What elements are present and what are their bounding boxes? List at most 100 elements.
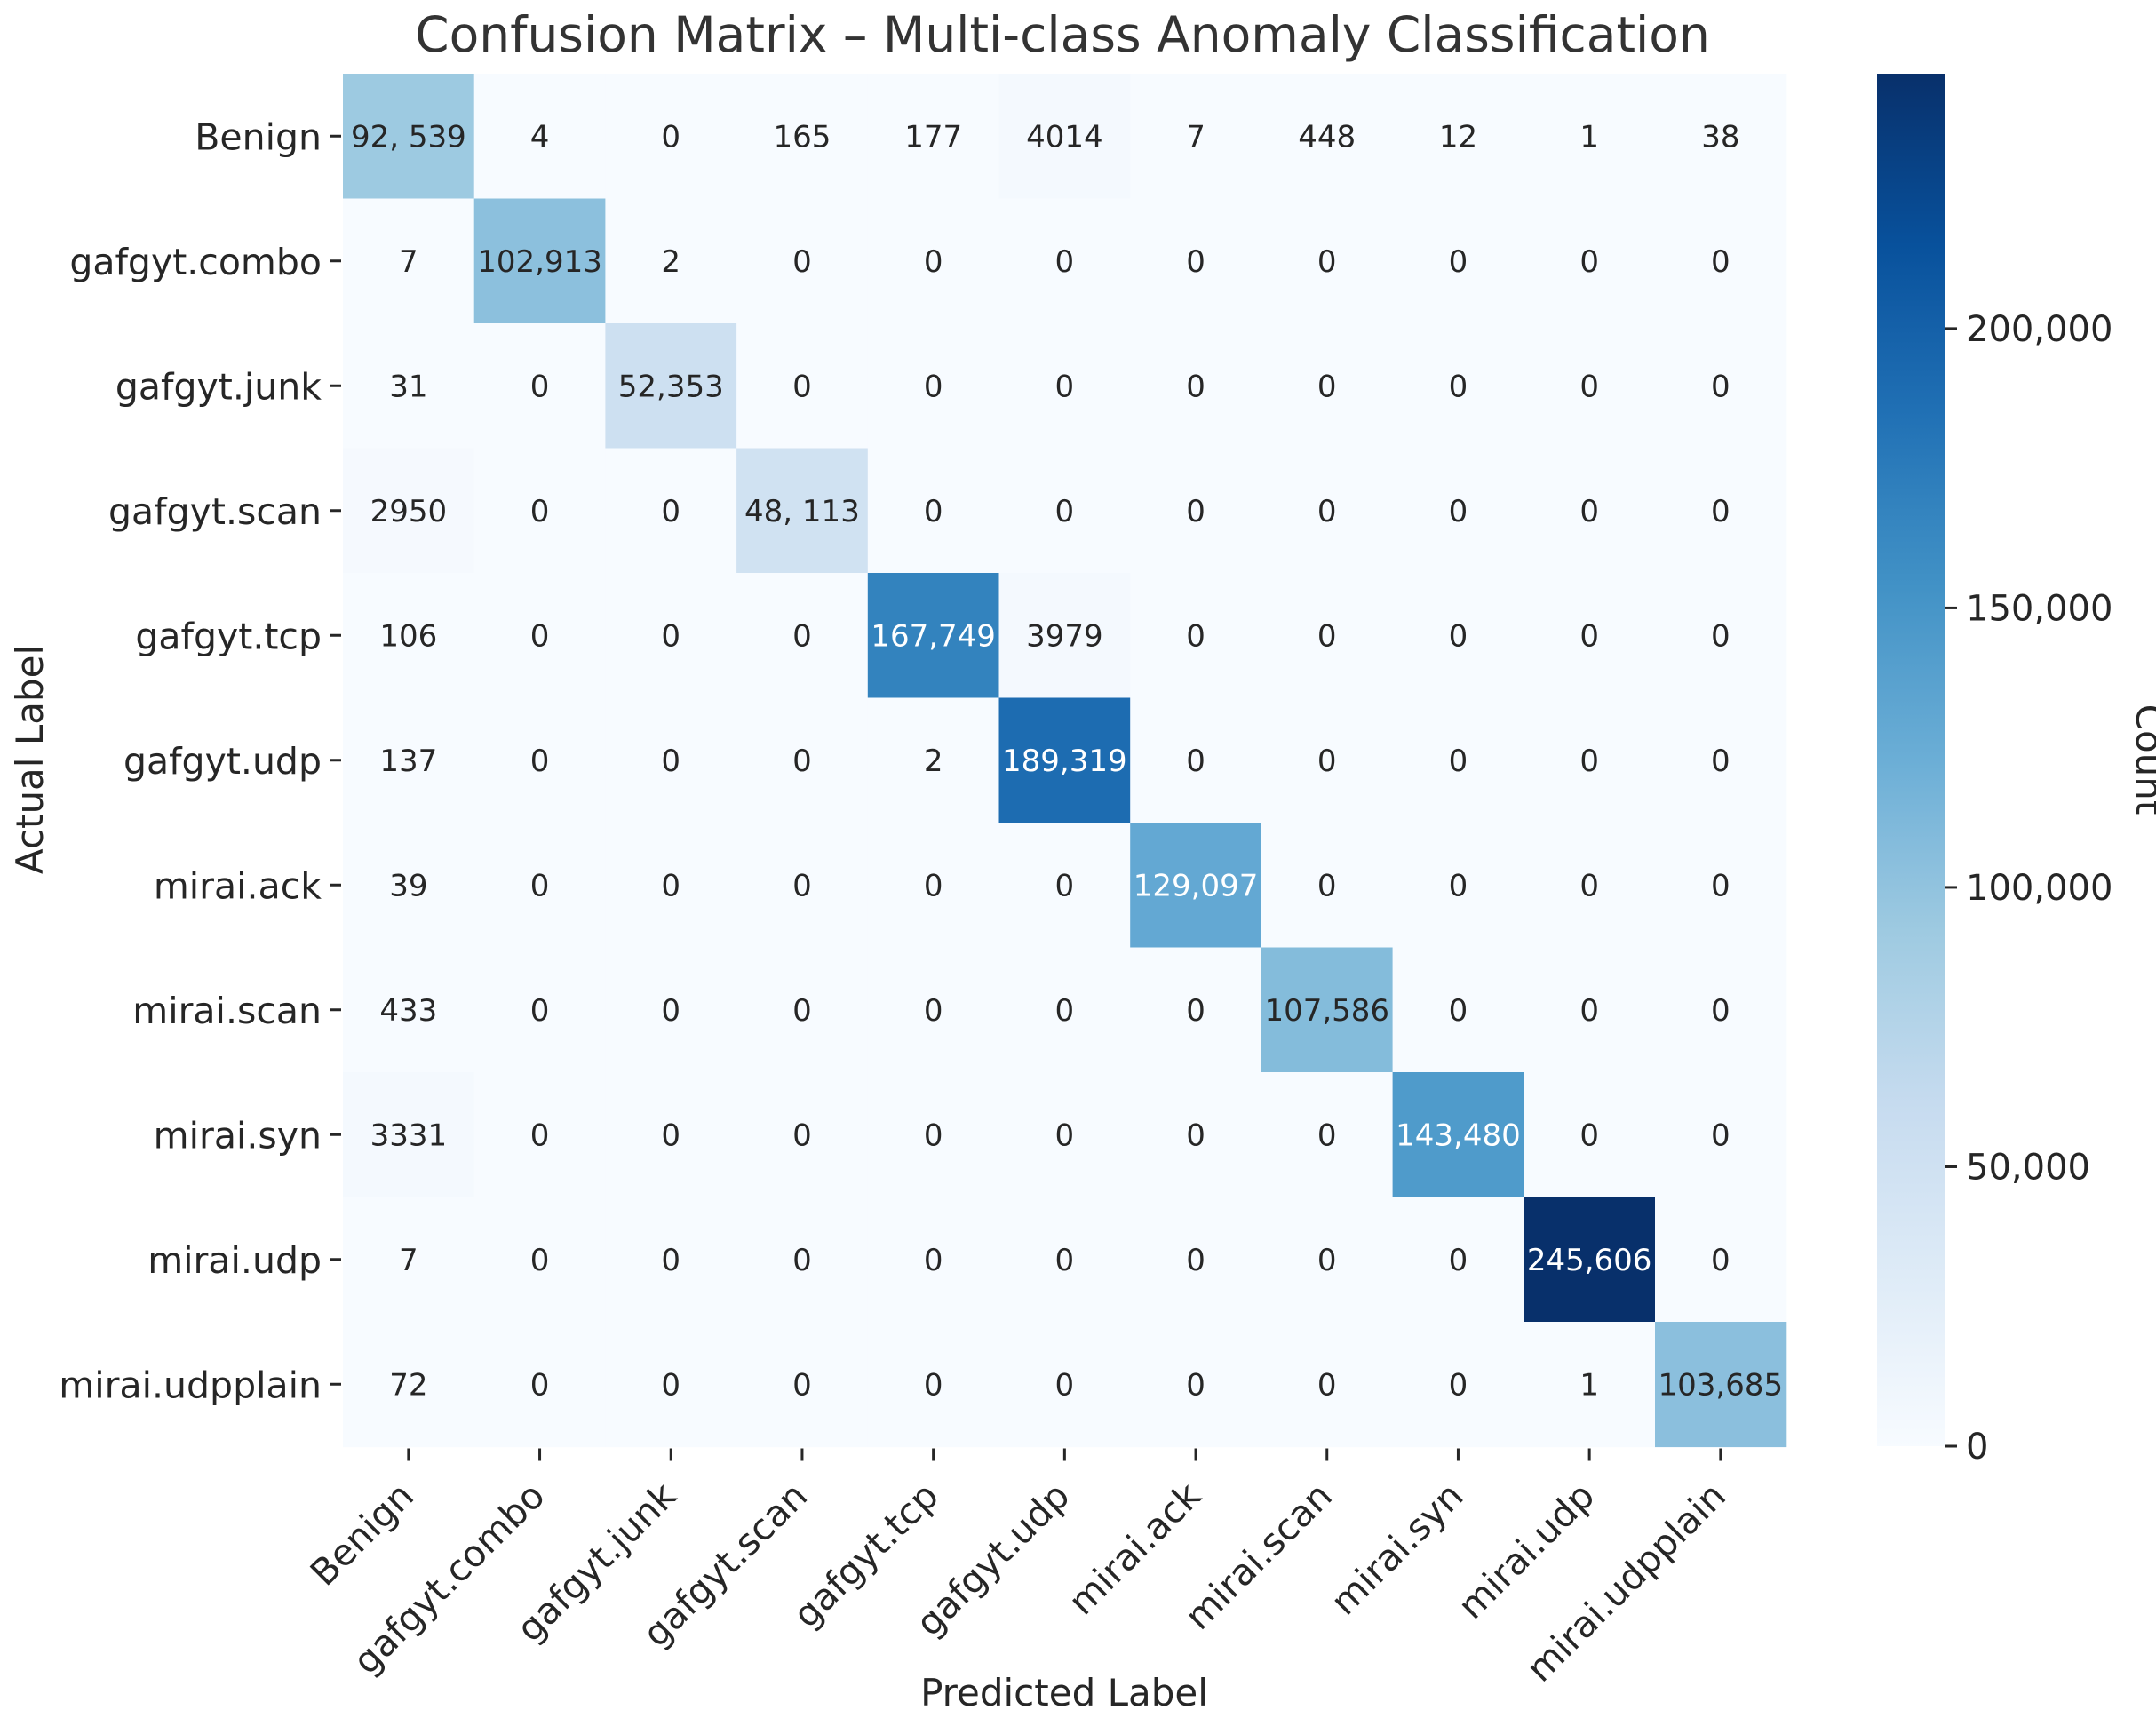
heatmap-cell bbox=[1524, 323, 1656, 449]
cell-value-label: 0 bbox=[1055, 1367, 1075, 1403]
heatmap-cell bbox=[1524, 1072, 1656, 1198]
y-tick-label: mirai.udp bbox=[147, 1239, 322, 1282]
heatmap-cell bbox=[343, 448, 475, 574]
heatmap-cell bbox=[1655, 1197, 1787, 1323]
heatmap-cell bbox=[473, 1322, 606, 1448]
cell-value-label: 3331 bbox=[370, 1118, 448, 1153]
heatmap-cell bbox=[605, 823, 737, 949]
heatmap-cell bbox=[605, 74, 737, 200]
heatmap-cell bbox=[867, 947, 1000, 1073]
cell-value-label: 0 bbox=[924, 868, 943, 903]
heatmap-cell bbox=[1130, 573, 1262, 699]
heatmap-cell bbox=[1261, 573, 1394, 699]
heatmap-cell bbox=[1392, 823, 1524, 949]
colorbar bbox=[1877, 74, 1945, 1446]
heatmap-cell bbox=[343, 323, 475, 449]
y-tick-label: mirai.ack bbox=[154, 864, 322, 907]
cell-value-label: 245,606 bbox=[1527, 1243, 1652, 1278]
heatmap-cell bbox=[473, 323, 606, 449]
heatmap-cell bbox=[998, 198, 1131, 324]
cell-value-label: 0 bbox=[661, 1243, 680, 1278]
cell-value-label: 137 bbox=[379, 744, 437, 779]
cell-value-label: 0 bbox=[1055, 494, 1075, 529]
y-tick-label: gafgyt.scan bbox=[108, 490, 322, 533]
heatmap-cell bbox=[1130, 448, 1262, 574]
colorbar-tick-label: 50,000 bbox=[1966, 1147, 2090, 1188]
cell-value-label: 0 bbox=[530, 744, 550, 779]
cell-value-label: 0 bbox=[1449, 868, 1468, 903]
heatmap-cell bbox=[736, 1322, 869, 1448]
heatmap-cell bbox=[1524, 74, 1656, 200]
heatmap-cell bbox=[343, 1072, 475, 1198]
heatmap-cell bbox=[1392, 947, 1524, 1073]
cell-value-label: 0 bbox=[1186, 618, 1205, 654]
cell-value-label: 0 bbox=[661, 1118, 680, 1153]
heatmap-cell bbox=[1524, 697, 1656, 823]
heatmap-cell bbox=[998, 823, 1131, 949]
heatmap-cell bbox=[343, 947, 475, 1073]
y-tick-label: mirai.udpplain bbox=[59, 1364, 322, 1406]
cell-value-label: 2 bbox=[924, 744, 943, 779]
cell-value-label: 0 bbox=[661, 993, 680, 1029]
y-tick-label: gafgyt.tcp bbox=[135, 615, 322, 657]
heatmap-cell bbox=[1261, 1072, 1394, 1198]
colorbar-tick-label: 100,000 bbox=[1966, 868, 2112, 909]
cell-value-label: 0 bbox=[1055, 369, 1075, 404]
cell-value-label: 0 bbox=[924, 1367, 943, 1403]
cell-value-label: 0 bbox=[1317, 868, 1337, 903]
heatmap-cell bbox=[736, 198, 869, 324]
cell-value-label: 0 bbox=[1711, 993, 1730, 1029]
heatmap-cell bbox=[343, 1322, 475, 1448]
cell-value-label: 0 bbox=[1186, 993, 1205, 1029]
cell-value-label: 38 bbox=[1701, 119, 1739, 155]
cell-value-label: 0 bbox=[1317, 618, 1337, 654]
cell-value-label: 0 bbox=[530, 1367, 550, 1403]
cell-value-label: 189,319 bbox=[1002, 744, 1127, 779]
heatmap-cell bbox=[867, 1322, 1000, 1448]
cell-value-label: 31 bbox=[389, 369, 427, 404]
heatmap-cell bbox=[1524, 823, 1656, 949]
heatmap-cell bbox=[867, 74, 1000, 200]
cell-value-label: 143,480 bbox=[1396, 1118, 1521, 1153]
cell-value-label: 0 bbox=[1711, 618, 1730, 654]
cell-value-label: 177 bbox=[904, 119, 962, 155]
heatmap-cell bbox=[1130, 1197, 1262, 1323]
heatmap-cell bbox=[867, 823, 1000, 949]
y-axis-ticks: Benign gafgyt.combo gafgyt.junk gafgyt.scan… bbox=[59, 115, 341, 1406]
cell-value-label: 0 bbox=[1317, 369, 1337, 404]
cell-value-label: 0 bbox=[1449, 494, 1468, 529]
cell-value-label: 0 bbox=[1317, 744, 1337, 779]
cell-value-label: 4 bbox=[530, 119, 550, 155]
heatmap-cell bbox=[605, 323, 737, 449]
heatmap-cell bbox=[998, 573, 1131, 699]
cell-value-label: 0 bbox=[661, 1367, 680, 1403]
cell-value-label: 39 bbox=[389, 868, 427, 903]
cell-value-label: 72 bbox=[389, 1367, 427, 1403]
cell-value-label: 0 bbox=[792, 993, 812, 1029]
heatmap-cell bbox=[1392, 1322, 1524, 1448]
cell-value-label: 106 bbox=[379, 618, 437, 654]
cell-value-label: 0 bbox=[661, 868, 680, 903]
heatmap-cell bbox=[998, 323, 1131, 449]
heatmap-cell bbox=[1261, 1197, 1394, 1323]
y-tick-label: gafgyt.udp bbox=[123, 740, 322, 783]
heatmap-cell bbox=[473, 1072, 606, 1198]
cell-value-label: 0 bbox=[1186, 244, 1205, 280]
cell-value-label: 0 bbox=[1186, 494, 1205, 529]
heatmap-cell bbox=[473, 823, 606, 949]
heatmap-cell bbox=[605, 573, 737, 699]
heatmap-cell bbox=[1130, 823, 1262, 949]
y-tick-label: Benign bbox=[195, 115, 322, 158]
heatmap-cell bbox=[1524, 198, 1656, 324]
heatmap-cell bbox=[473, 573, 606, 699]
cell-value-label: 0 bbox=[530, 993, 550, 1029]
heatmap-cell bbox=[1261, 947, 1394, 1073]
heatmap-cell bbox=[343, 573, 475, 699]
cell-value-label: 2 bbox=[661, 244, 680, 280]
heatmap-cell bbox=[1261, 74, 1394, 200]
heatmap-cell bbox=[1130, 947, 1262, 1073]
heatmap-cell bbox=[1524, 947, 1656, 1073]
y-axis-label: Actual Label bbox=[8, 645, 52, 874]
cell-value-label: 0 bbox=[1055, 993, 1075, 1029]
